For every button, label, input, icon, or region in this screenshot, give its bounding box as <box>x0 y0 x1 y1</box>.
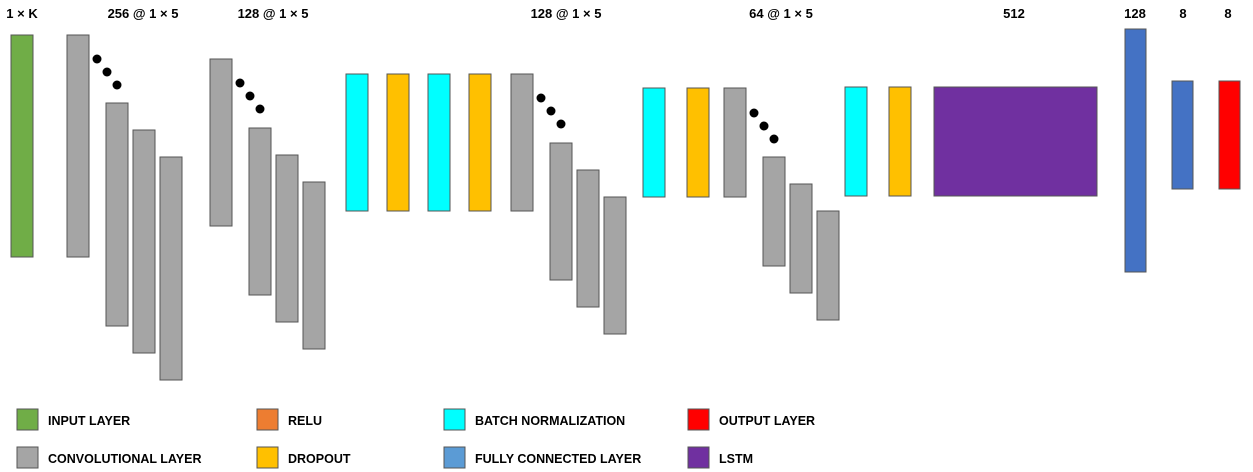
dropout-layer <box>888 86 912 197</box>
conv-layer <box>723 87 747 198</box>
legend-label-relu: RELU <box>288 414 322 428</box>
conv-layer <box>275 154 299 323</box>
legend-label-fc: FULLY CONNECTED LAYER <box>475 452 641 466</box>
label-fc-1: 128 <box>1124 6 1146 21</box>
continuation-dot <box>92 54 102 64</box>
legend-label-conv: CONVOLUTIONAL LAYER <box>48 452 202 466</box>
conv-layer <box>66 34 90 258</box>
legend: INPUT LAYER CONVOLUTIONAL LAYER RELU DRO… <box>16 408 815 469</box>
fully-connected-layer <box>1171 80 1194 190</box>
legend-label-output: OUTPUT LAYER <box>719 414 815 428</box>
continuation-dot <box>112 80 122 90</box>
lstm-layer <box>933 86 1098 197</box>
label-conv-block-3: 128 @ 1 × 5 <box>531 6 602 21</box>
legend-swatch-fc <box>443 446 466 469</box>
input-layer <box>10 34 34 258</box>
conv-layer <box>302 181 326 350</box>
conv-layer <box>762 156 786 267</box>
batch-normalization-layer <box>844 86 868 197</box>
legend-swatch-input <box>16 408 39 431</box>
label-output: 8 <box>1224 6 1231 21</box>
legend-label-input: INPUT LAYER <box>48 414 130 428</box>
conv-layer <box>510 73 534 212</box>
continuation-dot <box>245 91 255 101</box>
dropout-layer <box>468 73 492 212</box>
legend-swatch-dropout <box>256 446 279 469</box>
conv-layer <box>132 129 156 354</box>
label-input: 1 × K <box>6 6 38 21</box>
legend-swatch-lstm <box>687 446 710 469</box>
legend-swatch-relu <box>256 408 279 431</box>
label-conv-block-4: 64 @ 1 × 5 <box>749 6 813 21</box>
conv-layer <box>159 156 183 381</box>
conv-layer <box>576 169 600 308</box>
conv-layer <box>816 210 840 321</box>
continuation-dot <box>546 106 556 116</box>
legend-label-lstm: LSTM <box>719 452 753 466</box>
conv-layer <box>248 127 272 296</box>
continuation-dot <box>556 119 566 129</box>
dropout-layer <box>386 73 410 212</box>
fully-connected-layer <box>1124 28 1147 273</box>
continuation-dot <box>235 78 245 88</box>
legend-swatch-batchnorm <box>443 408 466 431</box>
label-conv-block-1: 256 @ 1 × 5 <box>108 6 179 21</box>
label-conv-block-2: 128 @ 1 × 5 <box>238 6 309 21</box>
label-lstm: 512 <box>1003 6 1025 21</box>
conv-layer <box>209 58 233 227</box>
batch-normalization-layer <box>345 73 369 212</box>
continuation-dot <box>769 134 779 144</box>
legend-label-dropout: DROPOUT <box>288 452 351 466</box>
continuation-dot <box>759 121 769 131</box>
continuation-dot <box>102 67 112 77</box>
output-layer <box>1218 80 1241 190</box>
conv-layer <box>105 102 129 327</box>
legend-label-batchnorm: BATCH NORMALIZATION <box>475 414 625 428</box>
conv-layer <box>603 196 627 335</box>
conv-layer <box>789 183 813 294</box>
label-fc-2: 8 <box>1179 6 1186 21</box>
batch-normalization-layer <box>427 73 451 212</box>
legend-swatch-output <box>687 408 710 431</box>
continuation-dot <box>255 104 265 114</box>
continuation-dot <box>749 108 759 118</box>
legend-swatch-conv <box>16 446 39 469</box>
continuation-dot <box>536 93 546 103</box>
dropout-layer <box>686 87 710 198</box>
conv-layer <box>549 142 573 281</box>
batch-normalization-layer <box>642 87 666 198</box>
